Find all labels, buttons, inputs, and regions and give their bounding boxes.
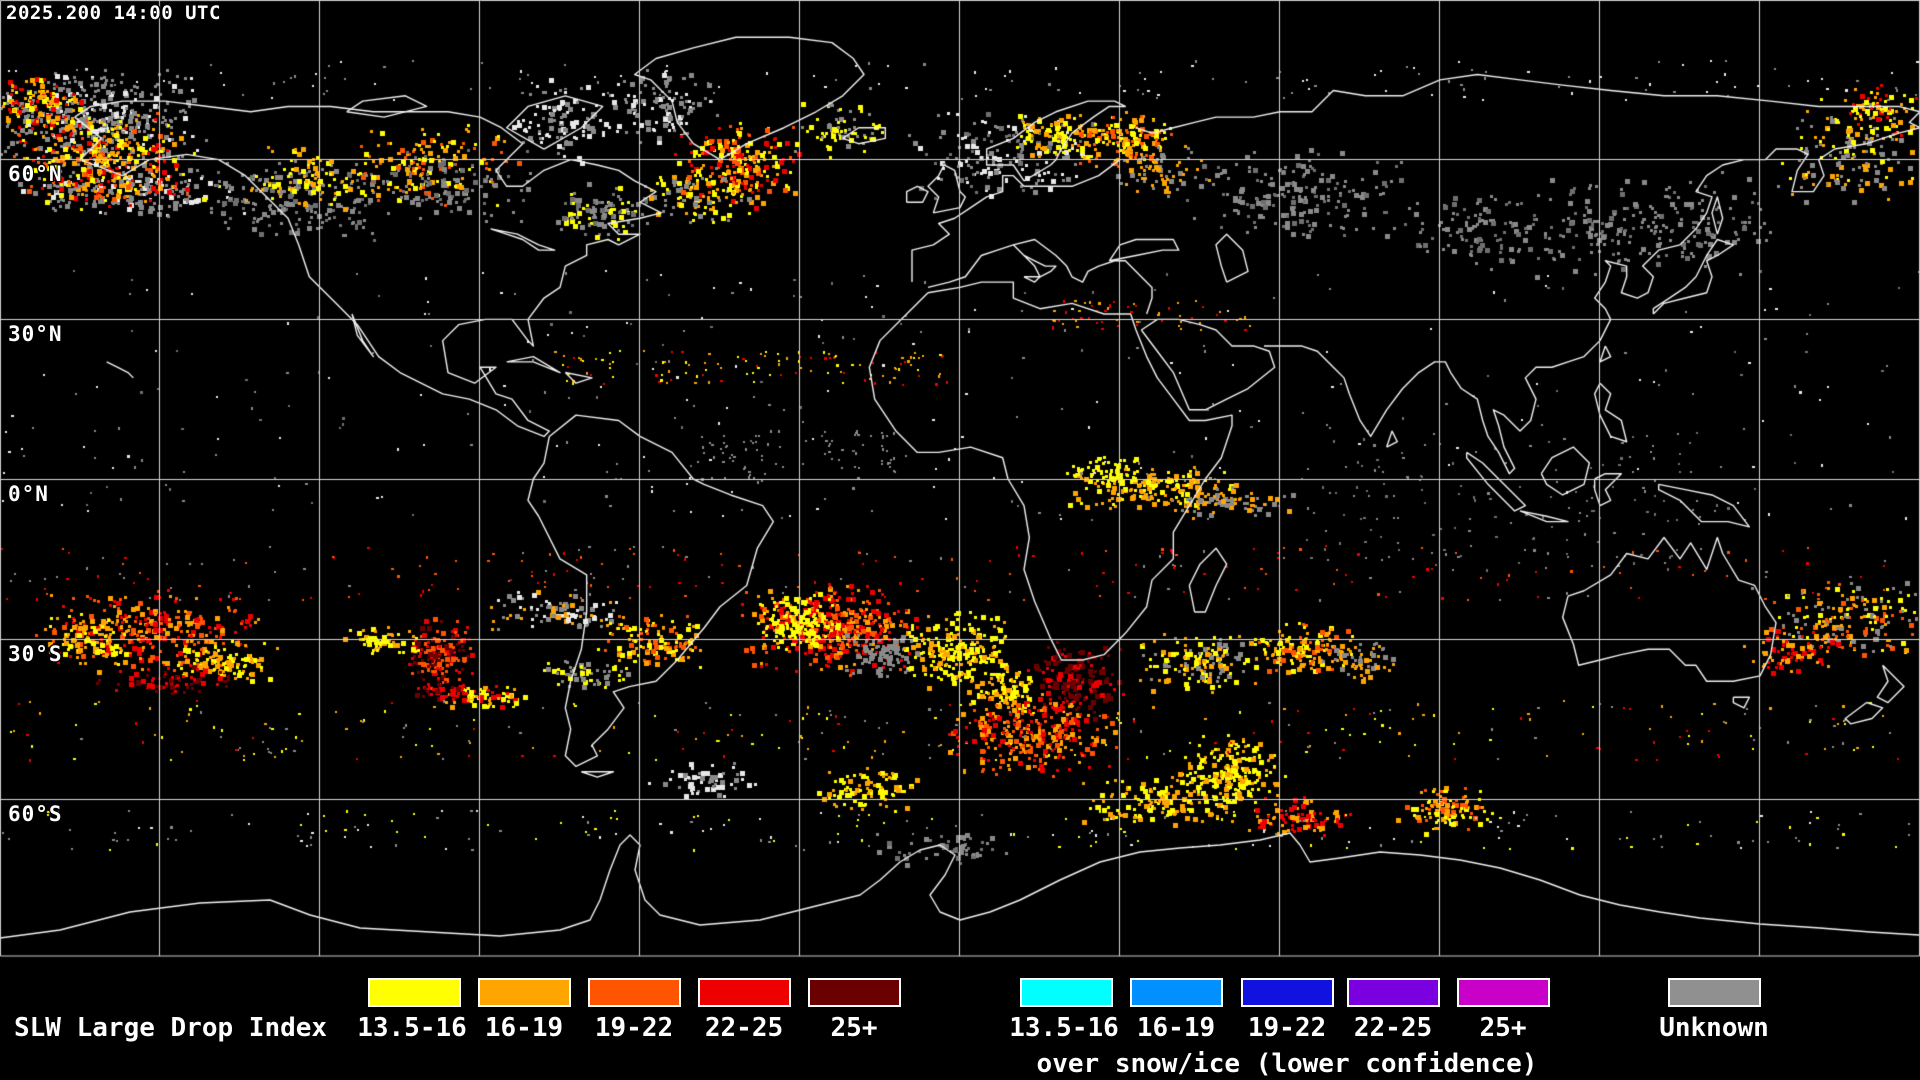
legend-bin-1-label: 13.5-16: [357, 1013, 467, 1043]
timestamp-label: 2025.200 14:00 UTC: [6, 2, 221, 24]
legend-swatch-snowice-4: [1347, 978, 1440, 1007]
legend-swatch-bin-2: [478, 978, 571, 1007]
legend-bin-3-label: 19-22: [594, 1013, 674, 1043]
lat-label-30n: 30°N: [8, 322, 63, 346]
legend-swatch-snowice-3: [1241, 978, 1334, 1007]
legend-swatch-snowice-2: [1130, 978, 1223, 1007]
legend-snowice-4-label: 22-25: [1353, 1013, 1433, 1043]
lat-label-60n: 60°N: [8, 162, 63, 186]
legend-bin-4-label: 22-25: [704, 1013, 784, 1043]
lat-label-30s: 30°S: [8, 642, 63, 666]
legend-swatch-bin-5: [808, 978, 901, 1007]
legend-snowice-note: over snow/ice (lower confidence): [1036, 1049, 1538, 1079]
legend-swatch-snowice-1: [1020, 978, 1113, 1007]
legend-snowice-2-label: 16-19: [1136, 1013, 1216, 1043]
lat-label-0n: 0°N: [8, 482, 49, 506]
legend-snowice-5-label: 25+: [1479, 1013, 1527, 1043]
legend-swatch-bin-1: [368, 978, 461, 1007]
legend-swatch-bin-3: [588, 978, 681, 1007]
legend-bin-5-label: 25+: [830, 1013, 878, 1043]
lat-label-60s: 60°S: [8, 802, 63, 826]
legend-swatch-unknown: [1668, 978, 1761, 1007]
legend-swatch-snowice-5: [1457, 978, 1550, 1007]
legend-snowice-1-label: 13.5-16: [1009, 1013, 1119, 1043]
legend-swatch-bin-4: [698, 978, 791, 1007]
legend-bin-2-label: 16-19: [484, 1013, 564, 1043]
legend-snowice-3-label: 19-22: [1247, 1013, 1327, 1043]
legend-unknown-label: Unknown: [1659, 1013, 1769, 1043]
legend-title: SLW Large Drop Index: [14, 1013, 328, 1043]
